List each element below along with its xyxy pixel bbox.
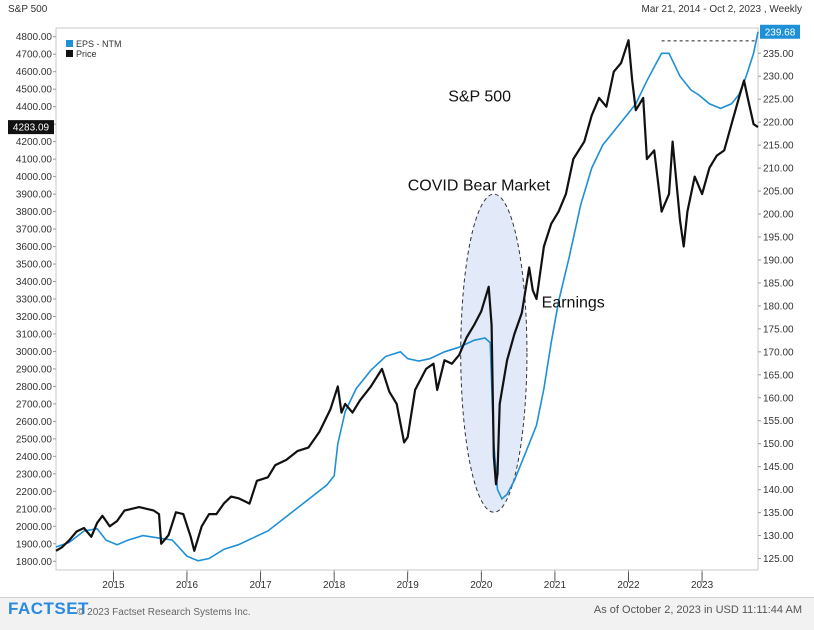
x-tick-label: 2021 (544, 580, 567, 591)
y-right-tick-label: 210.00 (763, 164, 794, 175)
y-right-tick-label: 215.00 (763, 141, 794, 152)
y-left-tick-label: 4800.00 (16, 32, 53, 43)
y-left-tick-label: 2400.00 (16, 452, 53, 463)
x-tick-label: 2023 (691, 580, 714, 591)
y-left-tick-label: 4200.00 (16, 137, 53, 148)
y-left-tick-label: 2600.00 (16, 417, 53, 428)
y-right-tick-label: 190.00 (763, 255, 794, 266)
y-left-tick-label: 2900.00 (16, 364, 53, 375)
y-right-tick-label: 220.00 (763, 118, 794, 129)
y-right-tick-label: 135.00 (763, 508, 794, 519)
footer-bar (0, 597, 814, 630)
copyright: © 2023 Factset Research Systems Inc. (77, 607, 251, 618)
y-left-tick-label: 4000.00 (16, 172, 53, 183)
x-tick-mark-label: | (406, 572, 409, 583)
y-left-tick-label: 3600.00 (16, 242, 53, 253)
x-tick-mark-label: | (627, 572, 630, 583)
factset-logo: FACTSET (8, 599, 89, 618)
y-right-tick-label: 170.00 (763, 347, 794, 358)
y-right-tick-label: 140.00 (763, 485, 794, 496)
annotation-label: COVID Bear Market (408, 178, 551, 195)
y-left-tick-label: 2800.00 (16, 382, 53, 393)
y-right-tick-label: 175.00 (763, 324, 794, 335)
y-right-tick-label: 225.00 (763, 95, 794, 106)
chart-title: S&P 500 (8, 4, 48, 15)
y-left-tick-label: 2300.00 (16, 469, 53, 480)
x-tick-mark-label: | (480, 572, 483, 583)
x-tick-mark-label: | (701, 572, 704, 583)
y-left-tick-label: 2100.00 (16, 504, 53, 515)
y-right-tick-label: 205.00 (763, 187, 794, 198)
x-tick-label: 2018 (323, 580, 346, 591)
y-left-tick-label: 3300.00 (16, 295, 53, 306)
y-right-tick-label: 155.00 (763, 416, 794, 427)
y-right-tick-label: 130.00 (763, 531, 794, 542)
legend-label-eps: EPS - NTM (76, 39, 122, 49)
y-left-tick-label: 4500.00 (16, 85, 53, 96)
x-tick-label: 2015 (102, 580, 125, 591)
y-right-tick-label: 235.00 (763, 49, 794, 60)
x-tick-mark-label: | (112, 572, 115, 583)
y-left-tick-label: 3500.00 (16, 260, 53, 271)
last-price-badge (8, 120, 54, 135)
y-left-tick-label: 2200.00 (16, 487, 53, 498)
y-left-tick-label: 3900.00 (16, 190, 53, 201)
legend-label-price: Price (76, 49, 97, 59)
annotation-label: S&P 500 (448, 88, 511, 105)
x-tick-label: 2017 (249, 580, 272, 591)
price-series-line (55, 39, 759, 552)
y-left-tick-label: 3000.00 (16, 347, 53, 358)
date-range: Mar 21, 2014 - Oct 2, 2023 , Weekly (641, 4, 802, 15)
y-right-tick-label: 125.00 (763, 554, 794, 565)
y-right-tick-label: 230.00 (763, 72, 794, 83)
last-eps-badge (760, 24, 800, 39)
y-right-tick-label: 185.00 (763, 278, 794, 289)
last-price-label: 4283.09 (13, 123, 50, 134)
y-right-tick-label: 150.00 (763, 439, 794, 450)
y-left-tick-label: 3700.00 (16, 225, 53, 236)
annotation-label: Earnings (542, 295, 605, 312)
legend-swatch-eps (66, 40, 73, 47)
covid-ellipse (460, 193, 528, 513)
x-tick-mark-label: | (554, 572, 557, 583)
y-right-tick-label: 165.00 (763, 370, 794, 381)
last-eps-label: 239.68 (765, 27, 796, 38)
y-left-tick-label: 4400.00 (16, 102, 53, 113)
y-right-tick-label: 145.00 (763, 462, 794, 473)
y-left-tick-label: 3400.00 (16, 277, 53, 288)
y-left-tick-label: 4600.00 (16, 67, 53, 78)
y-left-tick-label: 4700.00 (16, 50, 53, 61)
y-right-tick-label: 195.00 (763, 232, 794, 243)
plot-frame (55, 27, 759, 571)
y-left-tick-label: 3200.00 (16, 312, 53, 323)
x-tick-label: 2022 (617, 580, 640, 591)
x-tick-mark-label: | (333, 572, 336, 583)
y-right-tick-label: 160.00 (763, 393, 794, 404)
y-left-tick-label: 3100.00 (16, 329, 53, 340)
y-left-tick-label: 1800.00 (16, 557, 53, 568)
y-left-tick-label: 2700.00 (16, 399, 53, 410)
as-of-timestamp: As of October 2, 2023 in USD 11:11:44 AM (593, 604, 802, 616)
y-left-tick-label: 1900.00 (16, 539, 53, 550)
x-tick-label: 2020 (470, 580, 493, 591)
chart: 1800.00 1900.00 2000.00 2100.00 2200.00 2300.… (8, 24, 800, 591)
y-left-tick-label: 3800.00 (16, 207, 53, 218)
y-left-tick-label: 2500.00 (16, 434, 53, 445)
y-right-tick-label: 200.00 (763, 210, 794, 221)
y-left-tick-label: 4100.00 (16, 155, 53, 166)
x-tick-mark-label: | (259, 572, 262, 583)
y-left-tick-label: 2000.00 (16, 522, 53, 533)
x-tick-mark-label: | (186, 572, 189, 583)
eps-series-line (55, 31, 759, 562)
x-tick-label: 2019 (397, 580, 420, 591)
y-right-tick-label: 180.00 (763, 301, 794, 312)
legend-swatch-price (66, 50, 73, 57)
x-tick-label: 2016 (176, 580, 199, 591)
